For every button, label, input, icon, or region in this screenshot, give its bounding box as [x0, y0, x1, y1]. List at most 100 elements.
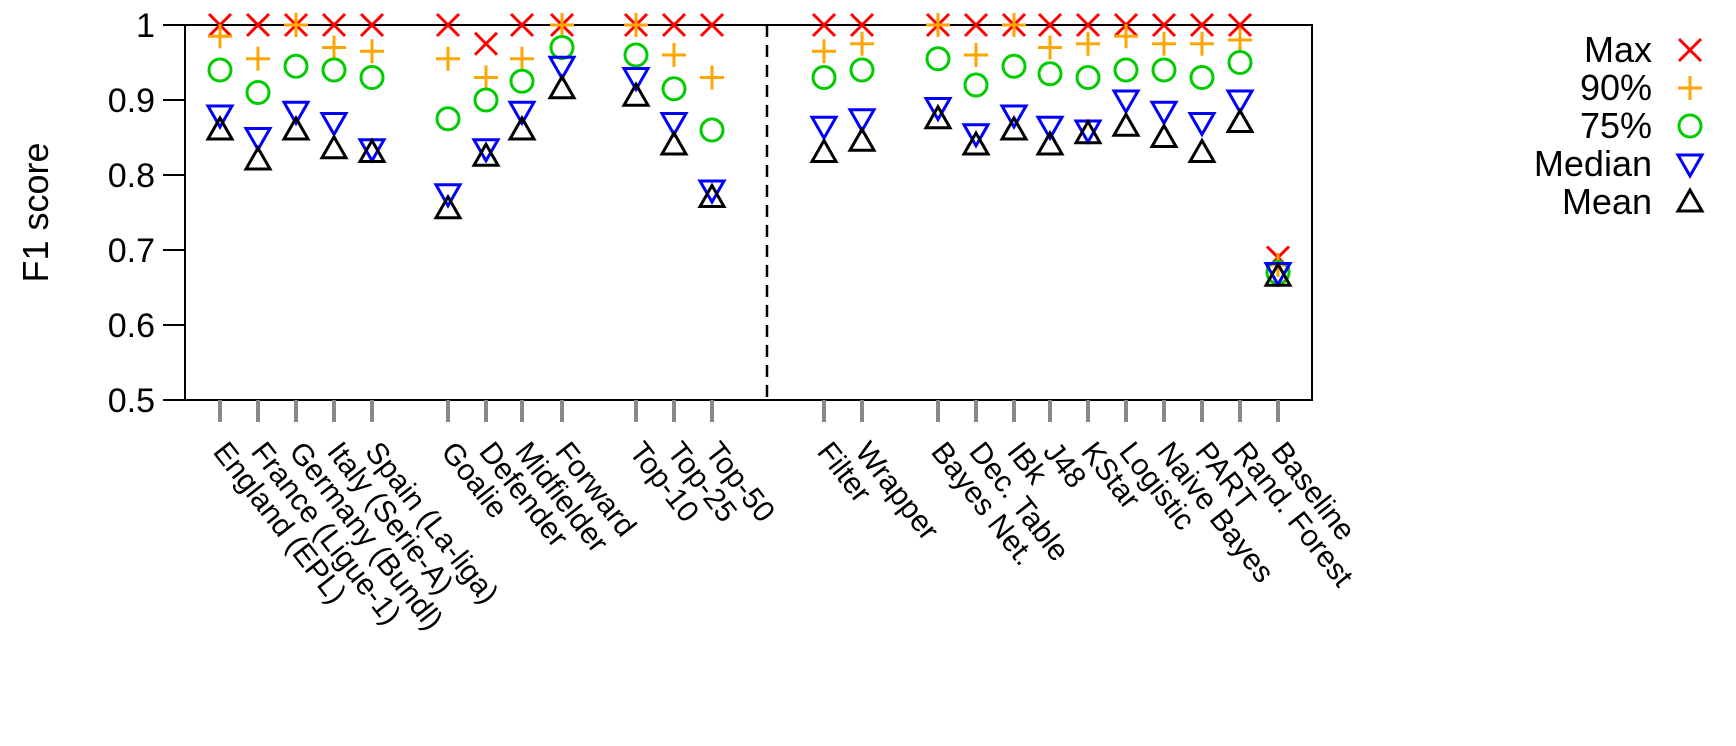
y-tick-label: 0.7 [108, 232, 155, 270]
data-point [357, 137, 387, 163]
data-point [471, 141, 501, 167]
data-point [1151, 12, 1177, 38]
data-point [474, 65, 498, 90]
series-mean [205, 73, 1293, 287]
data-point [961, 129, 991, 156]
legend-label: Mean [1562, 181, 1652, 222]
data-point [547, 73, 577, 100]
data-point [322, 35, 346, 60]
data-point [550, 13, 574, 37]
data-point [662, 43, 686, 67]
data-point [1227, 50, 1253, 75]
legend-marker [1678, 76, 1702, 100]
data-point [621, 81, 651, 107]
data-point [923, 103, 953, 130]
data-point [1035, 129, 1065, 156]
data-point [243, 144, 273, 171]
data-point [359, 12, 385, 38]
data-point [433, 183, 463, 209]
data-point [1263, 261, 1293, 287]
legend-label: 75% [1580, 105, 1652, 146]
data-point [661, 76, 687, 102]
data-point [697, 182, 727, 208]
data-point [1037, 12, 1063, 38]
y-tick-label: 0.9 [108, 82, 155, 120]
data-point [1035, 115, 1065, 142]
legend-marker [1675, 186, 1705, 213]
data-point [319, 112, 349, 138]
data-point [699, 12, 725, 38]
data-point [1227, 12, 1253, 38]
data-point [809, 115, 839, 142]
data-point [510, 46, 534, 71]
data-point [435, 12, 461, 38]
data-point [1151, 57, 1177, 83]
data-point [245, 12, 271, 38]
data-point [207, 57, 233, 83]
data-point [1111, 111, 1141, 137]
data-point [1189, 65, 1215, 90]
data-point [999, 114, 1029, 141]
data-point [1113, 57, 1139, 83]
legend-marker [1675, 153, 1705, 180]
data-point [659, 129, 689, 156]
data-point [1149, 100, 1179, 127]
data-point [999, 104, 1029, 131]
data-point [205, 114, 235, 141]
data-point [1075, 12, 1101, 38]
axes: 0.5 0.6 0.7 0.8 0.9 1 F1 score [15, 7, 1313, 422]
y-axis-title: F1 score [15, 142, 56, 282]
data-point [360, 39, 384, 64]
data-point [963, 72, 989, 98]
data-point [1187, 137, 1217, 163]
legend-marker [1677, 37, 1703, 63]
data-point [509, 12, 535, 38]
data-point [811, 65, 837, 90]
data-point [283, 53, 309, 79]
data-point [509, 68, 535, 94]
data-point [321, 12, 347, 38]
data-point [281, 114, 311, 141]
data-point [208, 24, 232, 49]
data-point [659, 112, 689, 138]
series-median [205, 55, 1293, 288]
data-point [621, 67, 651, 93]
data-point [809, 137, 839, 163]
data-point [245, 80, 271, 105]
data-point [243, 127, 273, 153]
data-point [1152, 31, 1176, 56]
data-point [1149, 122, 1179, 148]
legend-marker [1677, 113, 1703, 139]
data-point [1187, 112, 1217, 138]
data-point [473, 87, 499, 113]
category-labels: England (EPL)France (Ligue-1)Germany (Bu… [206, 436, 1361, 636]
data-point [471, 138, 501, 164]
data-point [964, 43, 988, 67]
data-point [847, 126, 877, 152]
data-point [507, 100, 537, 127]
data-point [1076, 31, 1100, 56]
data-point [1002, 13, 1026, 37]
data-point [624, 13, 648, 37]
data-point [1225, 107, 1255, 133]
legend-label: 90% [1580, 67, 1652, 108]
data-point [549, 35, 575, 60]
data-point [925, 46, 951, 72]
data-point [697, 179, 727, 206]
data-point [811, 12, 837, 38]
data-point [1114, 24, 1138, 49]
data-point [1073, 118, 1103, 145]
data-point [507, 114, 537, 141]
data-point [963, 12, 989, 38]
data-point [849, 12, 875, 38]
data-point [849, 57, 875, 83]
data-point [1038, 35, 1062, 60]
data-point [700, 65, 724, 90]
data-point [433, 193, 463, 220]
data-point [623, 42, 649, 68]
y-tick-label: 1 [136, 7, 155, 45]
legend-label: Max [1584, 29, 1652, 70]
data-point [923, 97, 953, 123]
